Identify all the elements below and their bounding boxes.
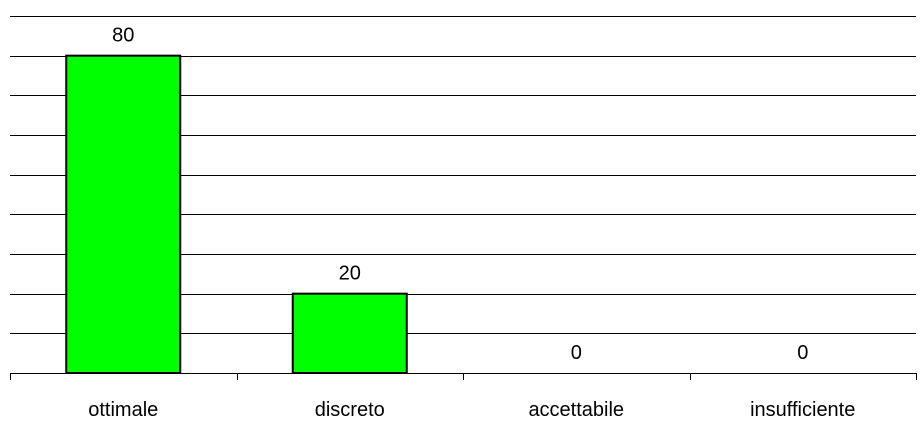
- category-label-discreto: discreto: [315, 399, 385, 421]
- category-label-insufficiente: insufficiente: [750, 399, 855, 421]
- data-labels: 80 20 0 0: [112, 25, 808, 364]
- data-label-ottimale: 80: [112, 25, 134, 47]
- category-label-ottimale: ottimale: [88, 399, 158, 421]
- data-label-discreto: 20: [339, 263, 361, 285]
- x-tick-marks: [11, 373, 917, 380]
- data-label-insufficiente: 0: [797, 342, 808, 364]
- category-label-accettabile: accettabile: [528, 399, 624, 421]
- bar-ottimale: [66, 56, 180, 373]
- category-labels: ottimale discreto accettabile insufficiente: [88, 399, 855, 421]
- data-label-accettabile: 0: [571, 342, 582, 364]
- bar-discreto: [293, 294, 407, 373]
